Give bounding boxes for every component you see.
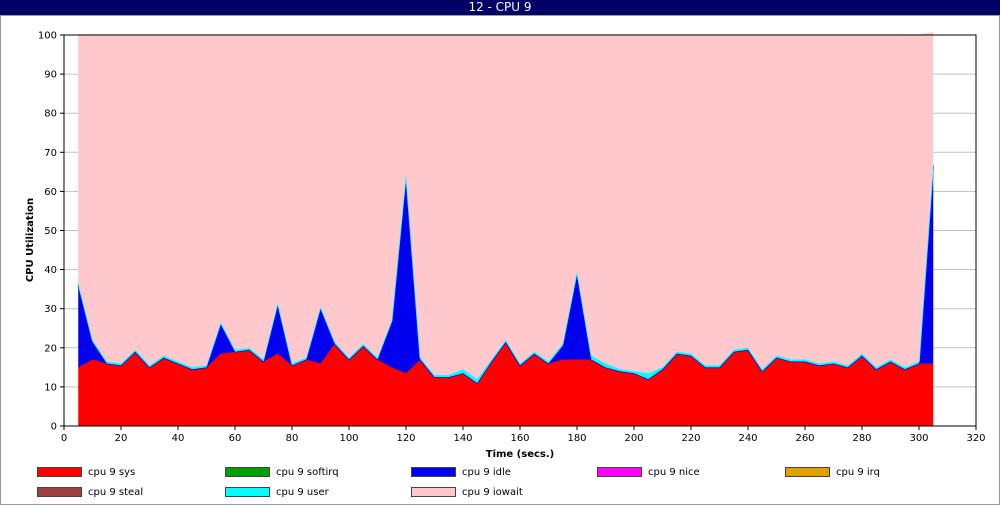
y-tick-label: 0 xyxy=(51,422,57,433)
x-tick-label: 140 xyxy=(453,433,472,444)
legend-item: cpu 9 softirq xyxy=(225,465,339,479)
x-tick-label: 0 xyxy=(61,433,67,444)
x-tick-label: 120 xyxy=(396,433,415,444)
x-tick-label: 180 xyxy=(567,433,586,444)
y-tick-label: 30 xyxy=(44,304,57,315)
x-tick-label: 160 xyxy=(510,433,529,444)
y-tick-label: 60 xyxy=(44,187,57,198)
x-tick-label: 200 xyxy=(624,433,643,444)
y-tick-label: 40 xyxy=(44,265,57,276)
axes: 0 20 40 60 80 100 120 140 160 180 200 220 240 260 280 3… xyxy=(38,31,986,445)
legend-swatch xyxy=(37,467,82,477)
legend-item: cpu 9 idle xyxy=(411,465,511,479)
legend-item: cpu 9 sys xyxy=(37,465,135,479)
y-tick-label: 80 xyxy=(44,109,57,120)
legend-swatch xyxy=(225,487,270,497)
y-tick-label: 70 xyxy=(44,148,57,159)
y-tick-label: 100 xyxy=(38,31,57,42)
x-tick-label: 20 xyxy=(115,433,128,444)
legend-swatch xyxy=(597,467,642,477)
legend-swatch xyxy=(37,487,82,497)
area-cpu-9-iowait xyxy=(78,33,934,380)
legend-item: cpu 9 iowait xyxy=(411,485,523,499)
x-tick-label: 240 xyxy=(738,433,757,444)
y-tick-label: 50 xyxy=(44,226,57,237)
legend-swatch xyxy=(411,467,456,477)
legend-swatch xyxy=(225,467,270,477)
legend-item: cpu 9 user xyxy=(225,485,329,499)
legend-item: cpu 9 irq xyxy=(785,465,880,479)
x-axis-label: Time (secs.) xyxy=(486,449,555,460)
stacked-areas xyxy=(77,32,934,426)
legend-label: cpu 9 user xyxy=(276,486,329,498)
legend-swatch xyxy=(411,487,456,497)
legend-label: cpu 9 iowait xyxy=(462,486,523,498)
x-tick-label: 40 xyxy=(172,433,185,444)
legend-label: cpu 9 irq xyxy=(836,466,880,478)
x-tick-label: 60 xyxy=(229,433,242,444)
x-tick-label: 260 xyxy=(795,433,814,444)
x-tick-label: 220 xyxy=(681,433,700,444)
legend-label: cpu 9 steal xyxy=(88,486,144,498)
legend-item: cpu 9 steal xyxy=(37,485,143,499)
legend-label: cpu 9 sys xyxy=(88,466,136,478)
y-axis-label: CPU Utilization xyxy=(25,198,36,282)
legend-label: cpu 9 softirq xyxy=(276,466,339,478)
legend-item: cpu 9 nice xyxy=(597,465,700,479)
y-tick-label: 90 xyxy=(44,70,57,81)
x-tick-label: 280 xyxy=(852,433,871,444)
x-tick-label: 80 xyxy=(286,433,299,444)
x-tick-label: 100 xyxy=(339,433,358,444)
y-tick-label: 20 xyxy=(44,343,57,354)
legend-label: cpu 9 nice xyxy=(648,466,700,478)
chart-legend: cpu 9 sys cpu 9 softirq cpu 9 idle cpu 9 ni… xyxy=(0,462,1000,502)
legend-label: cpu 9 idle xyxy=(462,466,511,478)
x-tick-label: 320 xyxy=(966,433,985,444)
y-tick-label: 10 xyxy=(44,382,57,393)
legend-swatch xyxy=(785,467,830,477)
x-tick-label: 300 xyxy=(909,433,928,444)
window-title: 12 - CPU 9 xyxy=(0,0,1000,15)
area-cpu-9-sys xyxy=(78,341,934,426)
